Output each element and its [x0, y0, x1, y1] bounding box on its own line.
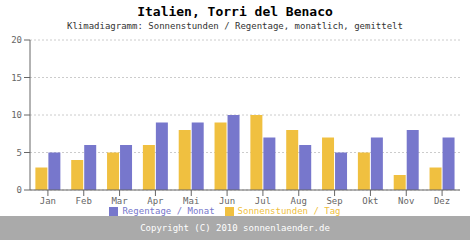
html-text:Italien, Torri del Benaco: Italien, Torri del Benaco	[137, 4, 333, 19]
svg-text:Jul: Jul	[255, 196, 271, 206]
svg-text:0: 0	[17, 185, 22, 195]
svg-text:Nov: Nov	[398, 196, 414, 206]
svg-text:Dez: Dez	[434, 196, 450, 206]
svg-text:Jan: Jan	[40, 196, 56, 206]
svg-text:Aug: Aug	[291, 196, 307, 206]
html-text:Sonnenstunden / Tag: Sonnenstunden / Tag	[237, 206, 341, 216]
svg-text:5: 5	[17, 148, 22, 158]
svg-text:Jun: Jun	[219, 196, 235, 206]
svg-text:Mai: Mai	[183, 196, 199, 206]
html-text:Copyright (C) 2010 sonnenlaend: Copyright (C) 2010 sonnenlaender.de	[140, 223, 330, 233]
svg-text:15: 15	[11, 73, 22, 83]
svg-text:Sep: Sep	[326, 196, 342, 206]
svg-text:20: 20	[11, 35, 22, 45]
svg-text:Feb: Feb	[76, 196, 92, 206]
html-text:Regentage / Monat: Regentage / Monat	[122, 206, 215, 216]
svg-text:10: 10	[11, 110, 22, 120]
svg-text:Apr: Apr	[147, 196, 164, 206]
html-text:Klimadiagramm: Sonnenstunden /: Klimadiagramm: Sonnenstunden / Regentage…	[67, 21, 403, 31]
svg-text:Okt: Okt	[362, 196, 378, 206]
svg-text:Mar: Mar	[111, 196, 128, 206]
